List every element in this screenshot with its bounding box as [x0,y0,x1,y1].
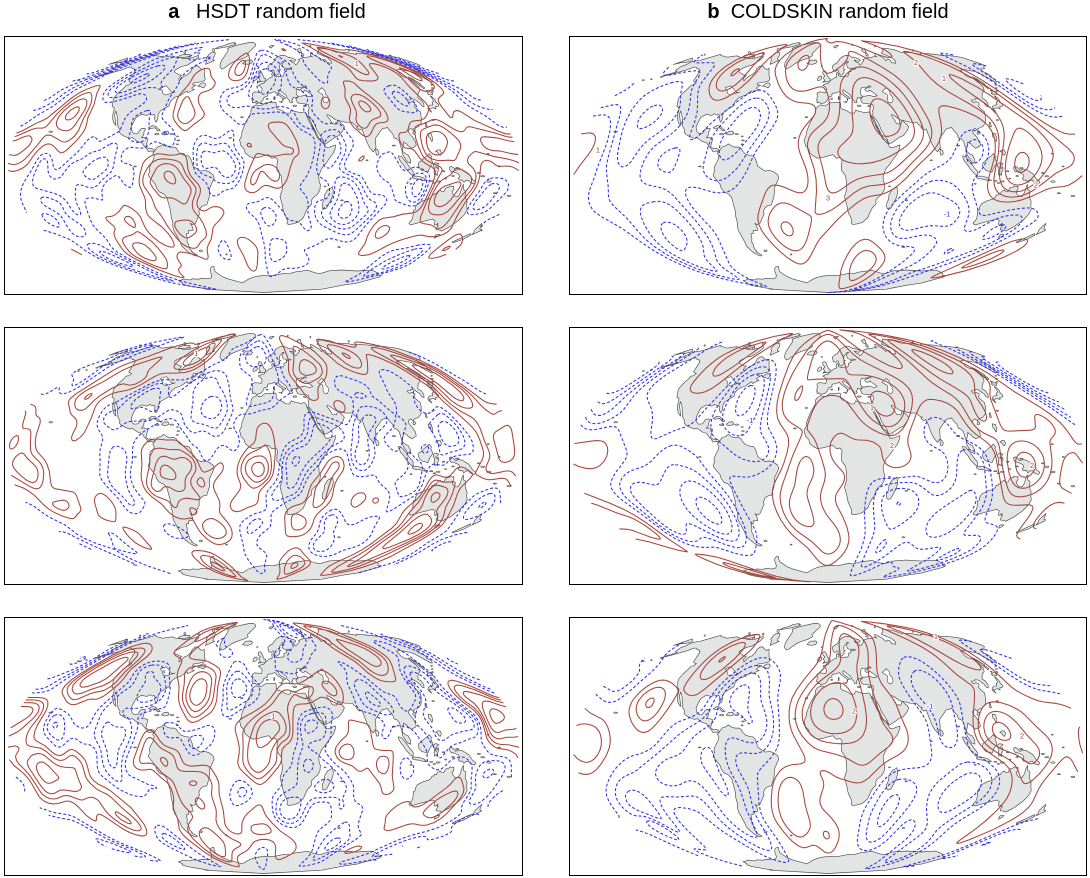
svg-text:1: 1 [271,711,275,720]
svg-text:1: 1 [942,74,946,83]
svg-text:1: 1 [934,632,938,641]
svg-text:1: 1 [870,403,874,412]
svg-text:1: 1 [355,59,359,68]
svg-text:-1: -1 [927,701,934,710]
svg-text:2: 2 [914,58,918,67]
svg-text:1: 1 [194,349,198,358]
svg-text:-1: -1 [747,416,754,425]
svg-text:2: 2 [890,441,894,450]
svg-text:1: 1 [596,145,600,154]
svg-text:2: 2 [1034,181,1038,190]
svg-text:2: 2 [1030,461,1034,470]
svg-text:2: 2 [1020,731,1024,740]
svg-text:3: 3 [826,194,830,203]
svg-text:2: 2 [852,706,856,715]
svg-text:-1: -1 [944,210,951,219]
